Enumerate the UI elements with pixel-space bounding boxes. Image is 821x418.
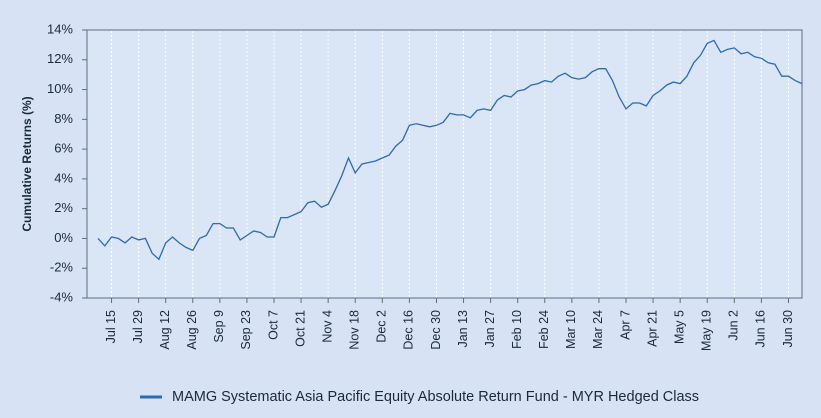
x-tick-label: Sep 23 bbox=[239, 310, 253, 350]
y-tick-label: 8% bbox=[54, 111, 73, 126]
x-tick-label: Dec 30 bbox=[429, 310, 443, 350]
x-tick-label: Jul 15 bbox=[104, 310, 118, 343]
x-tick-label: Oct 7 bbox=[266, 310, 280, 340]
x-tick-label: Feb 10 bbox=[510, 310, 524, 349]
x-tick-label: Apr 21 bbox=[645, 310, 659, 347]
y-tick-label: 0% bbox=[54, 230, 73, 245]
y-tick-label: 2% bbox=[54, 200, 73, 215]
y-tick-label: -2% bbox=[50, 260, 74, 275]
y-tick-label: 12% bbox=[47, 51, 73, 66]
x-tick-label: Dec 16 bbox=[402, 310, 416, 350]
y-tick-label: 14% bbox=[47, 21, 73, 36]
x-tick-label: Jul 29 bbox=[131, 310, 145, 343]
y-tick-label: 4% bbox=[54, 170, 73, 185]
x-tick-label: Aug 12 bbox=[158, 310, 172, 350]
plot-area bbox=[86, 29, 803, 299]
x-tick-label: Jun 2 bbox=[727, 310, 741, 341]
x-tick-label: Oct 21 bbox=[293, 310, 307, 347]
y-tick-label: -4% bbox=[50, 289, 74, 304]
x-tick-label: Dec 2 bbox=[375, 310, 389, 343]
x-tick-label: Mar 24 bbox=[591, 310, 605, 349]
x-tick-label: Jan 13 bbox=[456, 310, 470, 348]
x-tick-label: May 5 bbox=[672, 310, 686, 344]
x-tick-label: Aug 26 bbox=[185, 310, 199, 350]
x-tick-label: Sep 9 bbox=[212, 310, 226, 343]
x-tick-label: Nov 4 bbox=[320, 310, 334, 343]
y-axis-label: Cumulative Returns (%) bbox=[20, 96, 34, 231]
legend-label: MAMG Systematic Asia Pacific Equity Abso… bbox=[172, 389, 699, 405]
x-tick-label: May 19 bbox=[700, 310, 714, 351]
x-tick-label: Apr 7 bbox=[618, 310, 632, 340]
y-tick-label: 6% bbox=[54, 141, 73, 156]
line bbox=[97, 39, 803, 261]
x-tick-label: Feb 24 bbox=[537, 310, 551, 349]
x-tick-label: Jun 30 bbox=[781, 310, 795, 348]
x-tick-label: Nov 18 bbox=[348, 310, 362, 350]
x-tick-label: Jun 16 bbox=[754, 310, 768, 348]
y-tick-label: 10% bbox=[47, 81, 73, 96]
x-tick-label: Jan 27 bbox=[483, 310, 497, 348]
x-tick-label: Mar 10 bbox=[564, 310, 578, 349]
